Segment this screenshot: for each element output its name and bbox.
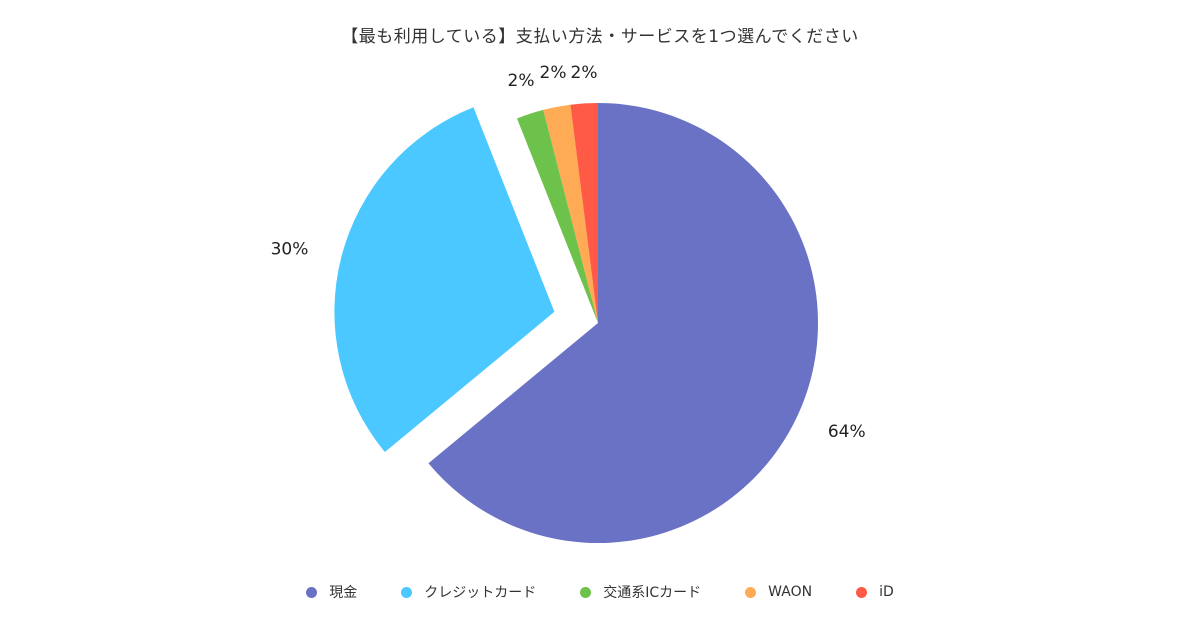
data-label: 2% <box>540 63 567 83</box>
legend-swatch <box>306 586 318 598</box>
legend-swatch <box>401 586 413 598</box>
legend-label: クレジットカード <box>424 585 537 601</box>
data-label: 2% <box>508 71 535 91</box>
legend-label: WAON <box>768 584 813 600</box>
slice-waon[interactable] <box>543 104 598 323</box>
legend-swatch <box>580 586 592 598</box>
slice-id[interactable] <box>570 103 598 323</box>
legend-item-transit-ic[interactable]: 交通系ICカード <box>580 582 701 602</box>
legend-label: iD <box>879 584 894 600</box>
legend-label: 現金 <box>329 585 358 601</box>
legend-item-id[interactable]: iD <box>856 584 894 600</box>
legend: 現金 クレジットカード 交通系ICカード WAON iD <box>0 582 1200 602</box>
legend-swatch <box>856 586 868 598</box>
slice-cash[interactable] <box>428 103 819 544</box>
legend-item-credit-card[interactable]: クレジットカード <box>401 582 536 602</box>
data-label: 30% <box>271 240 309 260</box>
data-label: 2% <box>571 63 598 83</box>
data-label: 64% <box>828 422 866 442</box>
legend-item-cash[interactable]: 現金 <box>306 582 357 602</box>
chart-title: 【最も利用している】支払い方法・サービスを1つ選んでください <box>341 27 859 47</box>
slice-credit-card[interactable] <box>334 107 555 453</box>
slice-transit-ic[interactable] <box>517 109 598 323</box>
legend-item-waon[interactable]: WAON <box>745 584 812 600</box>
legend-label: 交通系ICカード <box>603 585 702 601</box>
legend-swatch <box>745 586 757 598</box>
